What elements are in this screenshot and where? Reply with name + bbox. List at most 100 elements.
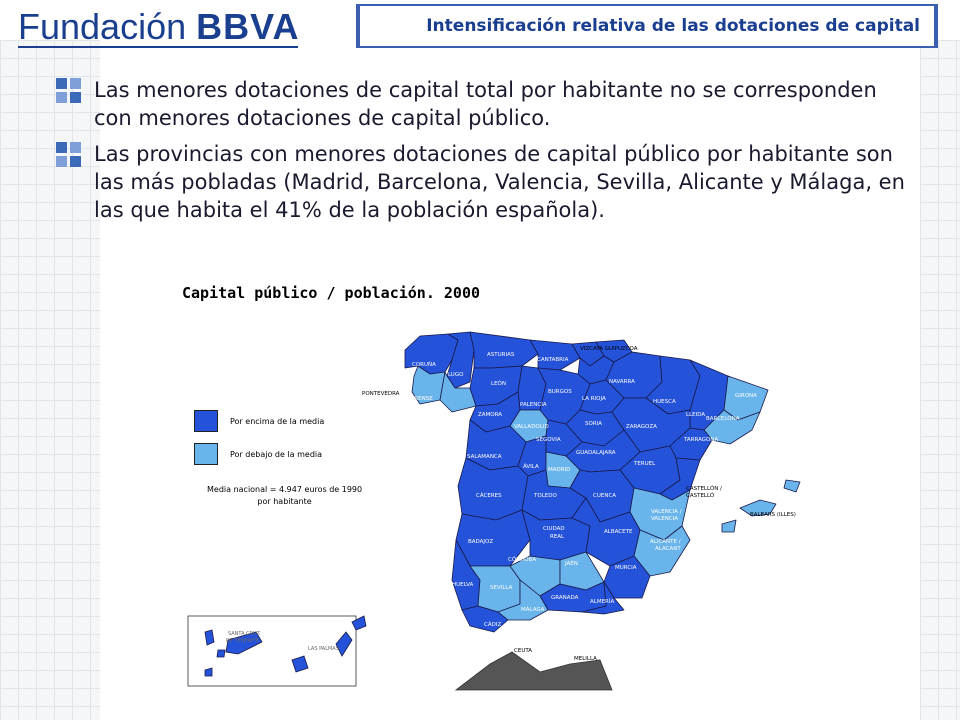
- label-navarra: NAVARRA: [609, 379, 635, 385]
- bullet-list: Las menores dotaciones de capital total …: [56, 76, 916, 232]
- label-barcelona: BARCELONA: [706, 416, 740, 422]
- province-albacete: [571, 497, 641, 567]
- label-coruna: CORUÑA: [412, 361, 436, 368]
- legend-label-above: Por encima de la media: [230, 416, 325, 426]
- province-soria: [565, 409, 625, 447]
- province-palencia: [517, 365, 547, 411]
- province-badajoz: [455, 509, 531, 567]
- province-asturias: [469, 331, 539, 369]
- label-zaragoza: ZARAGOZA: [626, 424, 657, 430]
- national-average-line1: Media nacional = 4.947 euros de 1990: [207, 485, 363, 494]
- province-girona: [723, 375, 769, 421]
- legend-below: Por debajo de la media: [194, 443, 322, 465]
- island-hierro: [204, 667, 213, 677]
- province-granada: [539, 581, 607, 613]
- label-soria: SORIA: [585, 421, 602, 427]
- legend-swatch-below: [194, 443, 218, 465]
- label-ciudadreal1: CIUDAD: [543, 526, 565, 532]
- bullet-squares-icon: [56, 142, 82, 168]
- island-gomera: [216, 649, 226, 658]
- province-leon: [469, 365, 523, 407]
- island-tenerife: [225, 631, 263, 655]
- island-lapalma: [204, 629, 215, 646]
- province-zamora: [469, 391, 521, 433]
- slide-title-box: Intensificación relativa de las dotacion…: [356, 4, 938, 48]
- province-alava: [577, 355, 615, 385]
- province-cordoba: [509, 555, 561, 597]
- province-alicante: [633, 525, 691, 577]
- label-toledo: TOLEDO: [533, 493, 557, 499]
- label-granada: GRANADA: [551, 595, 579, 601]
- island-grancanaria: [291, 655, 309, 673]
- label-guadalajara: GUADALAJARA: [576, 450, 616, 456]
- province-toledo: [521, 469, 587, 521]
- province-segovia: [545, 419, 583, 457]
- logo-main-text: Fundación: [18, 6, 187, 47]
- legend-above: Por encima de la media: [194, 410, 324, 432]
- label-tenerife1: SANTA CRUZ: [228, 631, 261, 637]
- label-valladolid: VALLADOLID: [514, 424, 549, 430]
- bullet-text: Las menores dotaciones de capital total …: [94, 78, 877, 130]
- label-cadiz: CÁDIZ: [484, 621, 501, 628]
- province-caceres: [457, 457, 529, 521]
- label-teruel: TERUEL: [633, 461, 656, 467]
- label-zamora: ZAMORA: [478, 412, 502, 418]
- island-lanzarote: [351, 615, 367, 631]
- label-madrid: MADRID: [548, 467, 570, 473]
- national-average-line2: por habitante: [257, 497, 312, 506]
- province-avila: [517, 435, 547, 477]
- label-tenerife2: DE TENERIFE: [226, 638, 259, 644]
- province-murcia: [603, 555, 651, 599]
- canarias-inset: [187, 615, 357, 687]
- province-vizcaya: [571, 341, 605, 367]
- label-pontevedra: PONTEVEDRA: [362, 391, 400, 397]
- label-segovia: SEGOVIA: [536, 437, 561, 443]
- label-orense: ORENSE: [410, 396, 433, 402]
- label-alicante: ALICANTE /: [650, 539, 681, 545]
- label-albacete: ALBACETE: [604, 529, 633, 535]
- label-salamanca: SALAMANCA: [467, 454, 502, 460]
- label-ciudadreal2: REAL: [550, 534, 565, 540]
- label-malaga: MÁLAGA: [521, 606, 545, 613]
- province-jaen: [559, 551, 605, 591]
- bullet-squares-icon: [56, 78, 82, 104]
- label-valencia2: VALENCIA: [651, 516, 678, 522]
- label-castellon: CASTELLÓN /: [686, 485, 722, 492]
- label-avila: ÁVILA: [523, 463, 539, 470]
- legend-swatch-above: [194, 410, 218, 432]
- province-ciudadreal: [521, 509, 591, 561]
- label-badajoz: BADAJOZ: [468, 539, 493, 545]
- bullet-text: Las provincias con menores dotaciones de…: [94, 142, 905, 222]
- province-almeria: [581, 581, 625, 615]
- label-larioja: LA RIOJA: [582, 396, 606, 402]
- province-coruna: [404, 333, 459, 375]
- province-salamanca: [465, 419, 527, 471]
- label-palencia: PALENCIA: [520, 402, 547, 408]
- province-sevilla: [469, 565, 521, 613]
- legend-label-below: Por debajo de la media: [230, 449, 323, 459]
- province-tarragona: [669, 427, 713, 461]
- province-huelva: [451, 539, 481, 611]
- label-lleida: LLEIDA: [686, 412, 705, 418]
- label-huelva: HUELVA: [452, 582, 474, 588]
- logo-underline: [18, 46, 298, 48]
- province-larioja: [579, 379, 625, 415]
- bullet-item: Las menores dotaciones de capital total …: [56, 76, 916, 132]
- label-cuenca: CUENCA: [593, 493, 616, 499]
- label-castello: CASTELLÓ: [686, 492, 715, 499]
- province-burgos: [537, 367, 591, 425]
- label-almeria: ALMERÍA: [590, 598, 614, 605]
- label-melilla: MELILLA: [574, 656, 597, 662]
- province-malaga: [497, 579, 549, 621]
- label-caceres: CÁCERES: [476, 492, 502, 499]
- label-murcia: MURCIA: [615, 565, 637, 571]
- label-vizcaya-guipuzcoa: VIZCAYA GUIPUZCOA: [580, 346, 638, 352]
- bullet-item: Las provincias con menores dotaciones de…: [56, 140, 916, 224]
- province-valladolid: [509, 409, 549, 443]
- province-guipuzcoa: [595, 339, 633, 363]
- label-jaen: JAÉN: [564, 559, 578, 567]
- province-lugo: [446, 331, 475, 389]
- province-pontevedra: [411, 365, 446, 405]
- label-sevilla: SEVILLA: [490, 585, 513, 591]
- province-teruel: [619, 445, 681, 495]
